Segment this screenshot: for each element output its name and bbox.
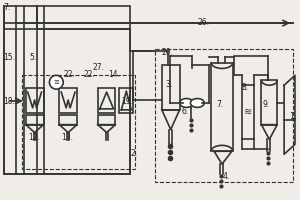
Bar [162,65,180,110]
Bar [155,49,293,182]
Text: 22.: 22. [63,70,75,79]
Text: 19.: 19. [122,97,134,106]
Text: 3.: 3. [166,80,173,89]
Bar [98,88,116,113]
Bar [22,75,135,169]
Bar [59,115,77,125]
Text: 7.: 7. [216,100,223,109]
Bar [26,115,44,125]
Bar [211,63,233,151]
Text: 7.: 7. [3,3,10,12]
Text: 2.: 2. [130,149,137,158]
Ellipse shape [190,99,204,107]
Text: 4.: 4. [223,172,230,181]
Text: 22.: 22. [84,70,96,79]
Bar [4,6,130,174]
Bar [98,115,116,125]
Text: 12.: 12. [28,133,40,142]
Text: 18.: 18. [3,97,15,106]
Circle shape [50,75,63,89]
Ellipse shape [180,99,194,107]
Bar [261,80,277,125]
Text: 26.: 26. [197,18,209,27]
Text: 6.: 6. [182,107,189,116]
Text: 5.: 5. [30,53,37,62]
Text: 9.: 9. [262,100,270,109]
Text: ≋: ≋ [244,107,252,117]
Bar [119,88,133,113]
Bar [59,88,77,113]
Text: 15.: 15. [3,53,15,62]
Text: 14.: 14. [109,70,121,79]
Text: ≡: ≡ [53,79,59,85]
Text: 8.: 8. [242,83,249,92]
Bar [242,85,254,139]
Text: 13.: 13. [61,133,73,142]
Text: 1.: 1. [289,112,296,121]
Text: 20.: 20. [162,48,174,57]
Bar [26,88,44,113]
Text: 27.: 27. [93,63,105,72]
